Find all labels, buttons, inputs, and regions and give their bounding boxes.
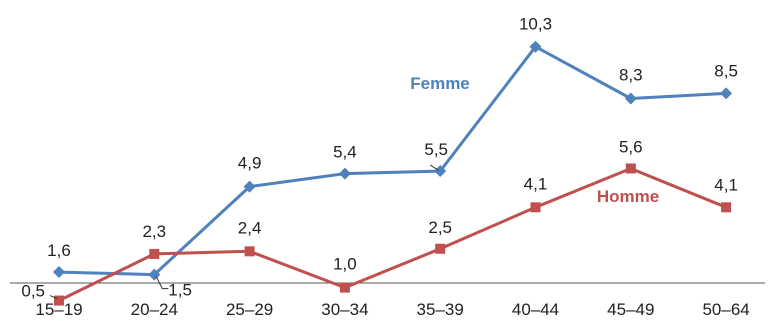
data-point — [338, 167, 351, 180]
data-label: 2,3 — [142, 222, 166, 241]
data-label: 8,5 — [714, 61, 738, 80]
label-leader-line — [49, 295, 58, 300]
data-label: 1,5 — [168, 281, 192, 300]
data-label: 4,1 — [524, 174, 548, 193]
data-point — [149, 248, 160, 259]
data-label: 2,5 — [428, 218, 452, 237]
data-point — [53, 266, 65, 279]
x-tick-label: 35–39 — [417, 300, 464, 319]
data-label: 1,0 — [333, 255, 357, 274]
data-point — [624, 92, 637, 105]
series-name-label: Homme — [597, 187, 659, 206]
x-tick-label: 25–29 — [226, 300, 273, 319]
data-point — [720, 87, 733, 100]
data-point — [530, 202, 541, 213]
x-tick-label: 45–49 — [607, 300, 654, 319]
series-line — [58, 45, 727, 277]
data-point — [721, 202, 732, 213]
data-point — [339, 282, 350, 293]
data-point — [529, 40, 542, 53]
series-line — [58, 167, 727, 302]
data-label: 2,4 — [238, 218, 262, 237]
data-point — [243, 180, 256, 193]
data-label: 5,5 — [424, 140, 448, 159]
label-leader-line — [429, 164, 439, 171]
data-label: 8,3 — [619, 66, 643, 85]
series-homme: 0,5 2,3 2,4 1,0 2,5 4,1 5,6 4,1 Homme — [21, 137, 738, 306]
data-label: 5,6 — [619, 137, 643, 156]
data-point — [244, 246, 255, 257]
data-point — [54, 295, 64, 306]
data-point — [435, 243, 446, 254]
data-label: 1,6 — [47, 241, 71, 260]
x-tick-label: 20–24 — [131, 300, 178, 319]
series-femme: 1,6 1,5 4,9 5,4 5,5 10,3 8,3 8,5 Femme — [47, 15, 738, 300]
x-tick-labels: 15–19 20–24 25–29 30–34 35–39 40–44 45–49 50–64 — [35, 300, 749, 319]
data-label: 0,5 — [21, 282, 45, 301]
data-label: 5,4 — [333, 143, 357, 162]
x-tick-label: 40–44 — [512, 300, 559, 319]
x-tick-label: 15–19 — [35, 300, 82, 319]
data-label: 10,3 — [519, 15, 552, 34]
data-label: 4,9 — [238, 154, 262, 173]
data-point — [625, 163, 636, 174]
x-tick-label: 50–64 — [702, 300, 749, 319]
series-name-label: Femme — [410, 74, 470, 93]
data-point — [434, 165, 447, 178]
label-leader-line — [155, 276, 169, 290]
data-label: 4,1 — [714, 175, 738, 194]
x-tick-label: 30–34 — [321, 300, 368, 319]
